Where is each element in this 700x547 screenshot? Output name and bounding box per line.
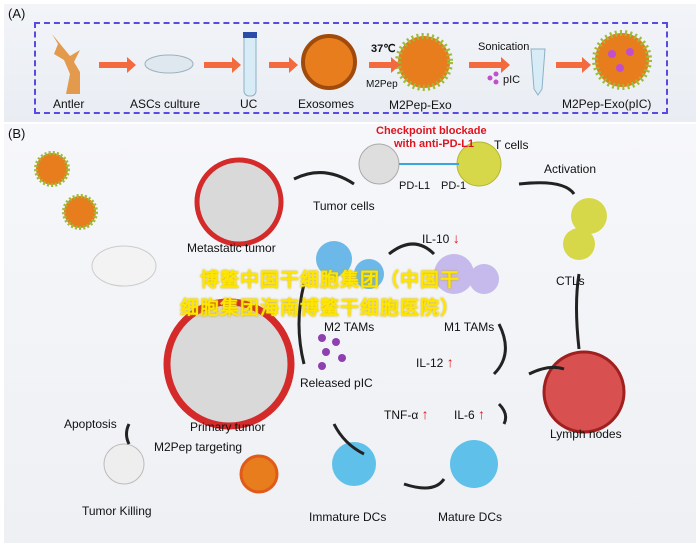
arrow-icons — [99, 57, 591, 73]
primary-tumor-label: Primary tumor — [190, 420, 266, 434]
immature-dcs-label: Immature DCs — [309, 510, 387, 524]
pdl1-label: PD-L1 — [399, 180, 431, 192]
sonication-label: Sonication — [478, 41, 530, 53]
up-arrow-icon: ↑ — [446, 354, 454, 370]
mature-dcs-label: Mature DCs — [438, 510, 503, 524]
petri-dish-icon — [144, 54, 194, 74]
workflow-box — [34, 22, 668, 114]
tumor-cells-label: Tumor cells — [313, 199, 375, 213]
ctl-icon — [571, 198, 607, 234]
mouse-icon — [91, 245, 157, 287]
exosome-icon — [301, 34, 357, 90]
panel-b: (B) Checkpoint blockade with anti-PD-L1 … — [4, 124, 696, 543]
m2-tam-icon — [316, 241, 352, 277]
tumor-killing-label: Tumor Killing — [82, 504, 152, 518]
up-arrow-icon: ↑ — [478, 406, 486, 422]
tube-icon — [243, 33, 257, 97]
workflow-graphics — [52, 30, 652, 97]
released-pic-icon — [318, 334, 346, 370]
nanoparticle-icon — [62, 194, 98, 230]
metastatic-tumor-icon — [194, 157, 284, 247]
immature-dc-icon — [332, 442, 376, 486]
m2pep-exo-icon — [395, 33, 453, 91]
il10-text: IL-10 — [422, 232, 450, 246]
checkpoint-label: Checkpoint blockade — [376, 125, 487, 137]
watermark-line-2: 细胞集团海南博鳌干细胞医院） — [180, 298, 461, 319]
nanoparticle-icon — [34, 151, 70, 187]
apoptosis-label: Apoptosis — [64, 417, 117, 431]
deer-icon — [52, 34, 80, 94]
m1-tam-icon — [469, 264, 499, 294]
tnf-text: TNF-α — [384, 408, 419, 422]
metastatic-label: Metastatic tumor — [187, 241, 276, 255]
step-label: Exosomes — [298, 97, 355, 111]
tumor-cell-icon — [358, 143, 400, 185]
released-pic-label: Released pIC — [300, 376, 373, 390]
il12-text: IL-12 — [416, 356, 444, 370]
il6-text: IL-6 — [454, 408, 475, 422]
il6-label: IL-6 ↑ — [454, 406, 485, 422]
m2pep-label: M2Pep — [366, 79, 398, 90]
m2-tam-icon — [354, 259, 384, 289]
m2pep-exo-pic-icon — [592, 30, 652, 90]
il10-label: IL-10 ↓ — [422, 230, 460, 246]
cycle-arrows — [125, 171, 581, 490]
activation-label: Activation — [544, 162, 597, 176]
eppendorf-icon — [530, 48, 546, 96]
ctls-label: CTLs — [556, 274, 585, 288]
panel-b-tag: (B) — [8, 126, 26, 141]
step-label: ASCs culture — [130, 97, 201, 111]
lymph-node-icon — [542, 350, 626, 434]
watermark-line-1: 博鳌中国干细胞集团（中国干 — [200, 270, 461, 291]
step-label: M2Pep-Exo(pIC) — [562, 97, 652, 111]
primary-tumor-icon — [163, 298, 295, 430]
targeting-exosome-icon — [239, 454, 279, 494]
panel-a-tag: (A) — [8, 6, 26, 21]
m1-tam-icon — [434, 254, 474, 294]
temperature-label: 37℃ — [371, 43, 396, 55]
targeting-label: M2Pep targeting — [154, 440, 243, 454]
down-arrow-icon: ↓ — [452, 230, 460, 246]
up-arrow-icon: ↑ — [421, 406, 429, 422]
tumor-killing-icon — [103, 443, 145, 485]
il12-label: IL-12 ↑ — [416, 354, 454, 370]
tnf-label: TNF-α ↑ — [384, 406, 429, 422]
pic-label: pIC — [503, 74, 521, 86]
ctl-icon — [563, 228, 595, 260]
step-label: M2Pep-Exo — [389, 98, 452, 112]
checkpoint-label-2: with anti-PD-L1 — [394, 138, 475, 150]
m2-tams-label: M2 TAMs — [324, 320, 375, 334]
mechanism-graphics — [34, 141, 626, 494]
pd1-label: PD-1 — [441, 180, 467, 192]
t-cells-label: T cells — [494, 138, 529, 152]
m1-tams-label: M1 TAMs — [444, 320, 495, 334]
mature-dc-icon — [450, 440, 498, 488]
step-label: UC — [240, 97, 258, 111]
panel-a: (A) Antler ASCs culture UC Exosomes M2Pe… — [4, 4, 696, 122]
step-label: Antler — [53, 97, 85, 111]
lymph-nodes-label: Lymph nodes — [550, 427, 622, 441]
